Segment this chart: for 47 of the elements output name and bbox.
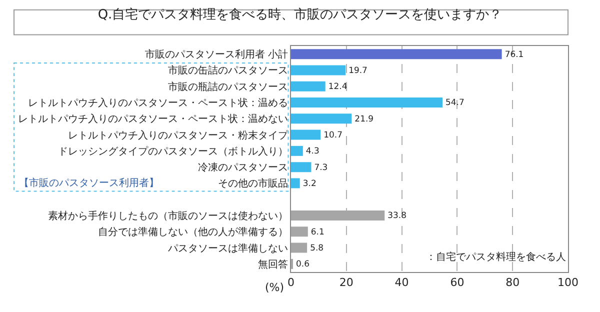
annotation: ：自宅でパスタ料理を食べる人 [426, 251, 566, 263]
x-axis-title: (%) [265, 281, 284, 294]
y-tick-label: 無回答 [258, 258, 288, 270]
bar [291, 98, 443, 108]
bar [291, 65, 346, 76]
y-tick-label: 素材から手作りしたもの（市販のソースは使わない） [48, 210, 288, 222]
y-tick-label: 冷凍のパスタソース [198, 162, 288, 174]
y-tick-label: ドレッシングタイプのパスタソース（ボトル入り） [58, 145, 288, 158]
x-tick-label: 100 [558, 276, 578, 290]
y-tick-label: パスタソースは準備しない [167, 242, 288, 254]
data-label: 3.2 [302, 178, 316, 188]
bar [291, 49, 502, 60]
y-tick-label: 自分では準備しない（他の人が準備する） [98, 226, 288, 238]
bar [291, 226, 308, 237]
y-tick-label: レトルトパウチ入りのパスタソース・ペースト状：温めない [18, 113, 288, 126]
text: 【市販のパスタソース利用者】 [19, 177, 159, 189]
data-label: 10.7 [324, 129, 342, 140]
data-label: 5.8 [310, 242, 324, 252]
bar [291, 130, 321, 140]
bar [291, 242, 308, 253]
bar [291, 146, 303, 156]
y-tick-label: 市販の缶詰のパスタソース [168, 64, 288, 77]
x-tick-label: 80 [506, 276, 520, 290]
bar [291, 81, 326, 92]
y-tick-label: 市販のパスタソース利用者 小計 [144, 48, 288, 61]
x-tick-label: 0 [288, 276, 294, 290]
y-tick-label: レトルトパウチ入りのパスタソース・粉末タイプ [68, 129, 289, 142]
data-label: 12.4 [328, 81, 348, 92]
data-label: 76.1 [504, 48, 524, 59]
data-label: 7.3 [314, 162, 328, 172]
data-label: 21.9 [354, 113, 374, 124]
data-label: 6.1 [310, 226, 324, 236]
x-tick-label: 40 [394, 276, 409, 290]
y-tick-label: その他の市販品 [218, 178, 288, 190]
x-tick-label: 20 [339, 276, 354, 290]
data-label: 0.6 [296, 258, 310, 269]
chart-title: Q.自宅でパスタ料理を食べる時、市販のパスタソースを使いますか？ [98, 6, 502, 23]
bar [291, 178, 300, 188]
y-tick-label: 市販の瓶詰のパスタソース [168, 80, 288, 93]
bar [291, 114, 352, 124]
data-label: 19.7 [348, 64, 368, 75]
bar [291, 162, 312, 172]
y-tick-label: レトルトパウチ入りのパスタソース・ペースト状：温める [28, 97, 288, 109]
x-tick-label: 60 [450, 276, 464, 290]
data-label: 33.8 [388, 210, 406, 220]
data-label: 54.7 [446, 97, 464, 108]
data-label: 4.3 [306, 146, 320, 156]
